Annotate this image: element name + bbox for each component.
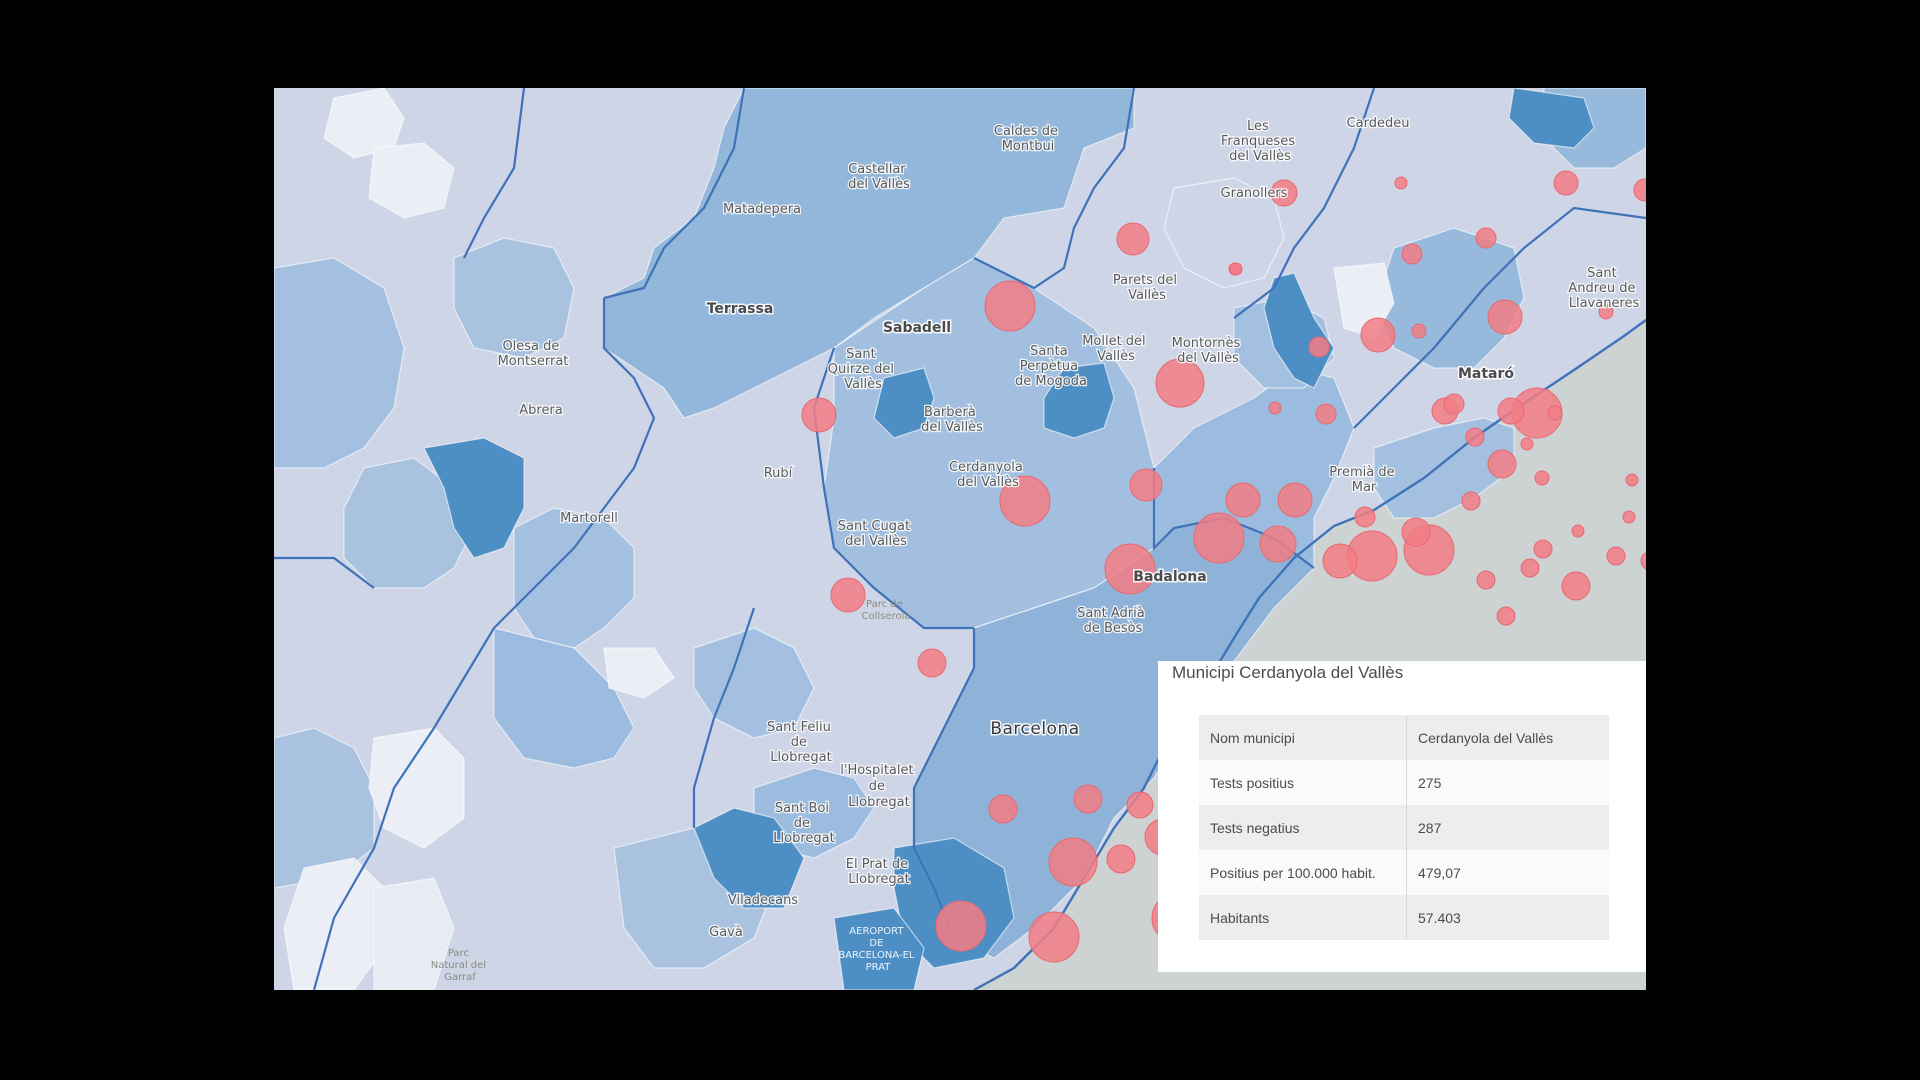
label-gava: Gavà	[709, 925, 743, 940]
attribute-key: Positius per 100.000 habit.	[1199, 850, 1407, 895]
bubble-el-masnou[interactable]	[1561, 571, 1591, 601]
sant-andreu-barca[interactable]	[493, 627, 635, 769]
label-abrera: Abrera	[519, 403, 563, 418]
label-badalona: Badalona	[1133, 569, 1206, 585]
label-granollers: Granollers	[1221, 186, 1288, 201]
attribute-key: Tests negatius	[1199, 805, 1407, 850]
label-castellar: Castellar del Vallès	[848, 162, 910, 192]
label-santa-perpetua: Santa Perpètua de Mogoda	[1015, 344, 1087, 389]
bubble-olesa[interactable]	[801, 397, 837, 433]
sant-quirze-dark	[1043, 362, 1115, 439]
table-row: Positius per 100.000 habit. 479,07	[1199, 850, 1609, 895]
west-2[interactable]	[343, 457, 475, 589]
label-olesa: Olesa de Montserrat	[498, 339, 569, 369]
label-mollet: Mollet del Vallès	[1082, 334, 1150, 364]
table-row: Nom municipi Cerdanyola del Vallès	[1199, 715, 1609, 760]
label-mataro: Mataró	[1458, 366, 1514, 382]
label-sant-cugat: Sant Cugat del Vallès	[838, 519, 914, 549]
map-view[interactable]: Terrassa Sabadell Badalona Mataró Barcel…	[274, 88, 1646, 990]
attribute-key: Nom municipi	[1199, 715, 1407, 760]
label-barbera: Barberà del Vallès	[921, 405, 983, 435]
label-premia: Premià de Mar	[1329, 465, 1398, 495]
bubble-sant-cugat[interactable]	[1104, 543, 1156, 595]
label-cardedeu: Cardedeu	[1347, 116, 1410, 131]
martorell-dark	[423, 437, 525, 559]
west-1[interactable]	[274, 257, 405, 469]
bubble-cerdanyola-2[interactable]	[1259, 525, 1297, 563]
label-el-prat: El Prat de Llobregat	[846, 857, 913, 887]
bubble-montmelo[interactable]	[1354, 506, 1376, 528]
mollet-dark	[1263, 272, 1335, 389]
attribute-key: Tests positius	[1199, 760, 1407, 805]
bubble-sant-joan-despi[interactable]	[1073, 784, 1103, 814]
label-caldes: Caldes de Montbui	[994, 124, 1062, 154]
bubble-martorell[interactable]	[830, 577, 866, 613]
label-sant-boi: Sant Boi de Llobregat	[773, 801, 834, 846]
small-bubbles	[1228, 170, 1646, 626]
choropleth-map[interactable]: Terrassa Sabadell Badalona Mataró Barcel…	[274, 88, 1646, 990]
label-sabadell: Sabadell	[883, 320, 951, 336]
popup-attributes-table: Nom municipi Cerdanyola del Vallès Tests…	[1199, 715, 1609, 940]
label-sant-andreu-llavaneres: Sant Andreu de Llavaneres	[1568, 266, 1639, 311]
label-matadepera: Matadepera	[723, 202, 801, 217]
popup-title: Municipi Cerdanyola del Vallès	[1172, 663, 1404, 682]
bubble-barbera[interactable]	[1225, 482, 1261, 518]
molins-area[interactable]	[693, 627, 815, 739]
bubble-montcada[interactable]	[1322, 543, 1358, 579]
granollers-west[interactable]	[1163, 177, 1285, 289]
west-3[interactable]	[274, 727, 375, 889]
bubble-viladecans[interactable]	[935, 900, 987, 952]
bubble-molins[interactable]	[988, 794, 1018, 824]
attribute-value: 287	[1406, 805, 1609, 850]
bubble-castellar[interactable]	[1116, 222, 1150, 256]
bubble-mongat[interactable]	[1487, 449, 1517, 479]
bubble-rubi[interactable]	[999, 475, 1051, 527]
bubble-premia[interactable]	[1401, 517, 1431, 547]
bubble-cerdanyola[interactable]	[1193, 512, 1245, 564]
bubble-sant-quirze[interactable]	[1129, 468, 1163, 502]
label-sant-feliu: Sant Feliu de Llobregat	[767, 720, 835, 765]
bubble-sabadell[interactable]	[1155, 358, 1205, 408]
bubble-terrassa[interactable]	[984, 280, 1036, 332]
attribute-value: 479,07	[1406, 850, 1609, 895]
bubble-gava[interactable]	[1028, 911, 1080, 963]
label-parc-garraf: Parc Natural del Garraf	[431, 948, 490, 983]
label-martorell: Martorell	[560, 511, 618, 526]
martorell-area[interactable]	[513, 507, 635, 649]
label-rubi: Rubí	[764, 466, 793, 481]
label-hospitalet: l'Hospitalet de Llobregat	[840, 763, 917, 810]
attribute-value: 275	[1406, 760, 1609, 805]
positive-test-bubbles	[801, 222, 1591, 963]
bubble-ripollet[interactable]	[1277, 482, 1313, 518]
bubble-esplugues[interactable]	[1106, 844, 1136, 874]
bubble-granollers[interactable]	[1487, 299, 1523, 335]
vallès-occidental[interactable]	[603, 88, 1135, 419]
bubble-sant-andreu-barca[interactable]	[917, 648, 947, 678]
bubble-mollet[interactable]	[1360, 317, 1396, 353]
label-airport: AEROPORT DE BARCELONA-EL PRAT	[838, 926, 917, 973]
label-terrassa: Terrassa	[707, 301, 774, 317]
label-montornes: Montornès del Vallès	[1172, 336, 1245, 366]
attribute-key: Habitants	[1199, 895, 1407, 940]
feature-popup: Municipi Cerdanyola del Vallès Nom munic…	[1158, 661, 1646, 972]
table-row: Habitants 57.403	[1199, 895, 1609, 940]
label-barcelona: Barcelona	[990, 719, 1079, 739]
bubble-santa-perpetua[interactable]	[1308, 336, 1330, 358]
bubble-sant-boi[interactable]	[1048, 837, 1098, 887]
label-sant-adria: Sant Adrià de Besòs	[1077, 606, 1149, 636]
label-viladecans: Viladecans	[728, 893, 798, 908]
table-row: Tests negatius 287	[1199, 805, 1609, 850]
label-parets: Parets del Vallès	[1113, 273, 1181, 303]
place-labels: Terrassa Sabadell Badalona Mataró Barcel…	[431, 115, 1641, 983]
label-sant-quirze: Sant Quirze del Vallès	[828, 347, 898, 392]
bubble-vilanova-valles[interactable]	[1497, 397, 1525, 425]
label-cerdanyola: Cerdanyola del Vallès	[949, 460, 1027, 490]
table-row: Tests positius 275	[1199, 760, 1609, 805]
label-parc-collserola: Parc de Collserola	[862, 599, 911, 622]
bubble-sant-just[interactable]	[1126, 791, 1154, 819]
olesa-area[interactable]	[453, 237, 575, 359]
label-franqueses: Les Franqueses del Vallès	[1221, 119, 1299, 164]
attribute-value: 57.403	[1406, 895, 1609, 940]
attribute-value: Cerdanyola del Vallès	[1406, 715, 1609, 760]
